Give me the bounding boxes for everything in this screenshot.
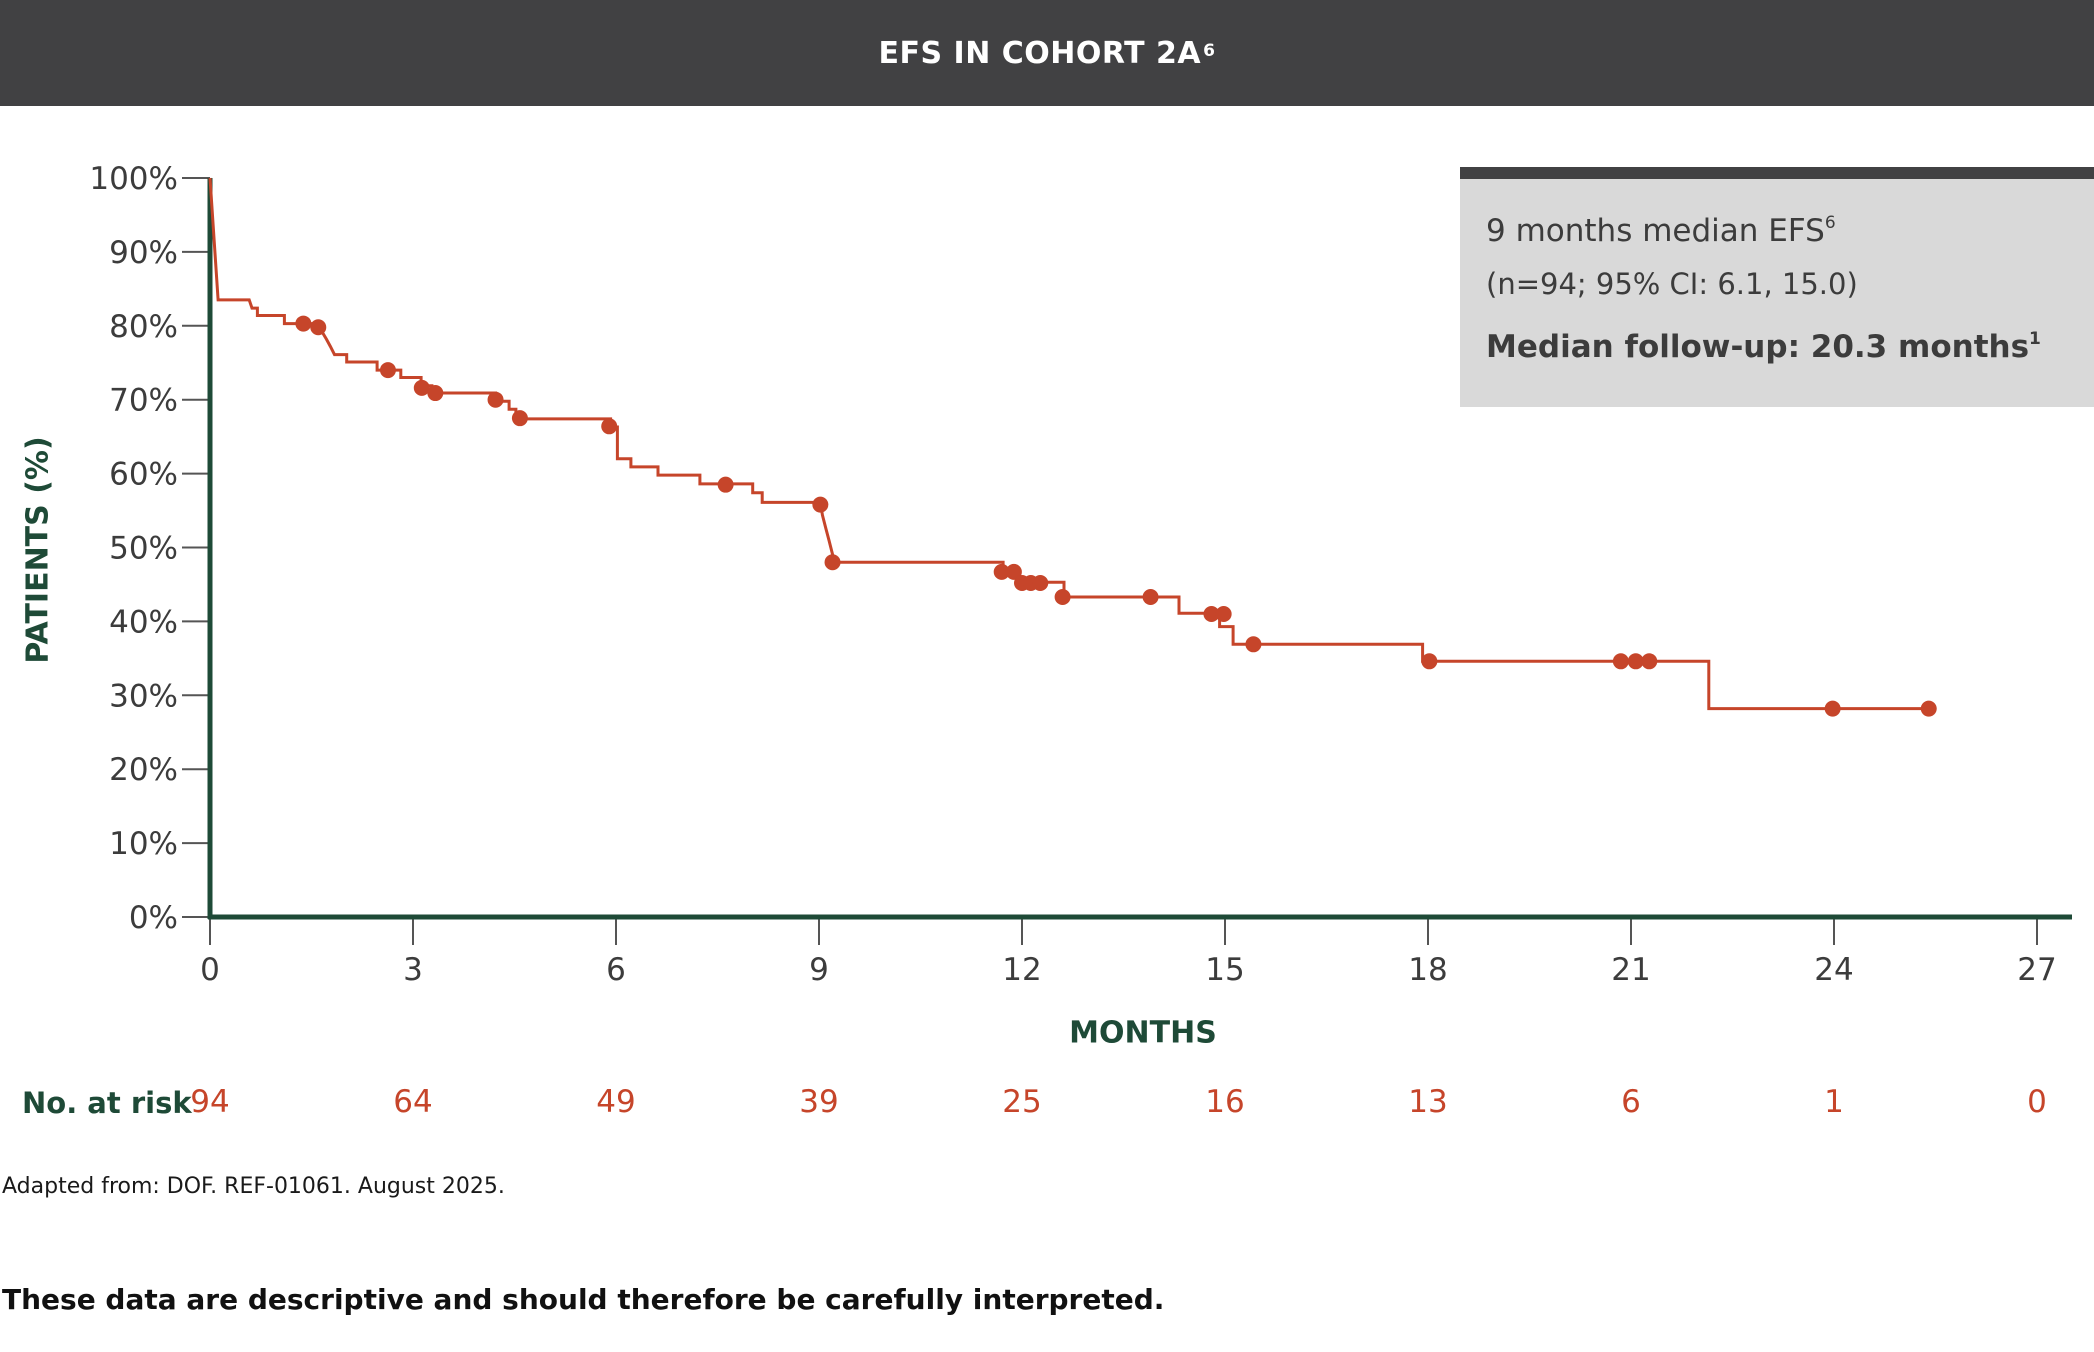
y-tick-label: 10% bbox=[109, 826, 178, 862]
censor-point bbox=[379, 362, 396, 379]
censor-point bbox=[1627, 653, 1644, 670]
x-axis-label: MONTHS bbox=[1069, 1015, 1217, 1051]
follow-up-text: Median follow-up: 20.3 months bbox=[1486, 329, 2030, 365]
censor-point bbox=[310, 319, 327, 336]
censor-point bbox=[1245, 636, 1262, 653]
censor-point bbox=[1142, 589, 1159, 606]
y-tick-label: 100% bbox=[89, 161, 178, 197]
x-tick-label: 3 bbox=[403, 952, 423, 988]
median-efs-sup: 6 bbox=[1824, 212, 1836, 233]
y-tick-label: 60% bbox=[109, 457, 178, 493]
censor-point bbox=[1215, 606, 1232, 623]
censor-point bbox=[1054, 589, 1071, 606]
at-risk-value: 64 bbox=[393, 1084, 433, 1120]
y-tick-label: 70% bbox=[109, 383, 178, 419]
censor-point bbox=[1920, 700, 1937, 717]
censor-point bbox=[812, 496, 829, 513]
at-risk-value: 49 bbox=[596, 1084, 636, 1120]
censor-point bbox=[717, 476, 734, 493]
median-info-box: 9 months median EFS6 (n=94; 95% CI: 6.1,… bbox=[1460, 167, 2094, 407]
median-efs-line: 9 months median EFS6 bbox=[1486, 213, 2094, 249]
y-tick-label: 80% bbox=[109, 309, 178, 345]
ci-line: (n=94; 95% CI: 6.1, 15.0) bbox=[1486, 267, 1858, 301]
at-risk-value: 25 bbox=[1002, 1084, 1042, 1120]
efs-curve bbox=[208, 177, 1929, 711]
source-note: Adapted from: DOF. REF-01061. August 202… bbox=[2, 1174, 505, 1199]
chart-title: EFS IN COHORT 2A 6 bbox=[0, 0, 2094, 106]
chart-title-text: EFS IN COHORT 2A bbox=[878, 35, 1202, 71]
y-tick-label: 50% bbox=[109, 531, 178, 567]
censor-point bbox=[413, 379, 430, 396]
at-risk-value: 1 bbox=[1824, 1084, 1844, 1120]
censor-point bbox=[295, 315, 312, 332]
censor-point bbox=[511, 410, 528, 427]
x-tick-label: 15 bbox=[1205, 952, 1244, 988]
x-tick-label: 21 bbox=[1611, 952, 1650, 988]
at-risk-value: 94 bbox=[190, 1084, 230, 1120]
x-tick-label: 24 bbox=[1814, 952, 1853, 988]
x-tick-label: 18 bbox=[1408, 952, 1447, 988]
censor-point bbox=[1612, 653, 1629, 670]
censor-point bbox=[824, 554, 841, 571]
x-tick-label: 9 bbox=[809, 952, 829, 988]
at-risk-value: 0 bbox=[2027, 1084, 2047, 1120]
censor-point bbox=[1032, 574, 1049, 591]
follow-up-line: Median follow-up: 20.3 months1 bbox=[1486, 329, 2094, 365]
at-risk-value: 16 bbox=[1205, 1084, 1245, 1120]
censor-point bbox=[1824, 700, 1841, 717]
at-risk-label: No. at risk bbox=[22, 1086, 192, 1120]
disclaimer: These data are descriptive and should th… bbox=[2, 1283, 1165, 1316]
at-risk-value: 13 bbox=[1408, 1084, 1448, 1120]
censor-point bbox=[1641, 653, 1658, 670]
censor-point bbox=[1203, 606, 1220, 623]
censor-point bbox=[487, 391, 504, 408]
at-risk-value: 6 bbox=[1621, 1084, 1641, 1120]
y-axis-label: PATIENTS (%) bbox=[20, 436, 56, 664]
at-risk-value: 39 bbox=[799, 1084, 839, 1120]
y-tick-label: 0% bbox=[129, 900, 178, 936]
y-tick-label: 20% bbox=[109, 752, 178, 788]
censor-point bbox=[993, 563, 1010, 580]
median-efs-text: 9 months median EFS bbox=[1486, 213, 1825, 249]
x-tick-label: 0 bbox=[200, 952, 220, 988]
x-tick-label: 6 bbox=[606, 952, 626, 988]
censor-point bbox=[427, 385, 444, 402]
y-tick-label: 90% bbox=[109, 235, 178, 271]
censor-point bbox=[601, 418, 618, 435]
chart-title-sup: 6 bbox=[1203, 41, 1216, 61]
y-tick-label: 40% bbox=[109, 604, 178, 640]
follow-up-sup: 1 bbox=[2029, 328, 2041, 349]
x-tick-label: 12 bbox=[1002, 952, 1041, 988]
censor-point bbox=[1005, 563, 1022, 580]
censor-point bbox=[1421, 653, 1438, 670]
y-tick-label: 30% bbox=[109, 678, 178, 714]
x-tick-label: 27 bbox=[2017, 952, 2056, 988]
